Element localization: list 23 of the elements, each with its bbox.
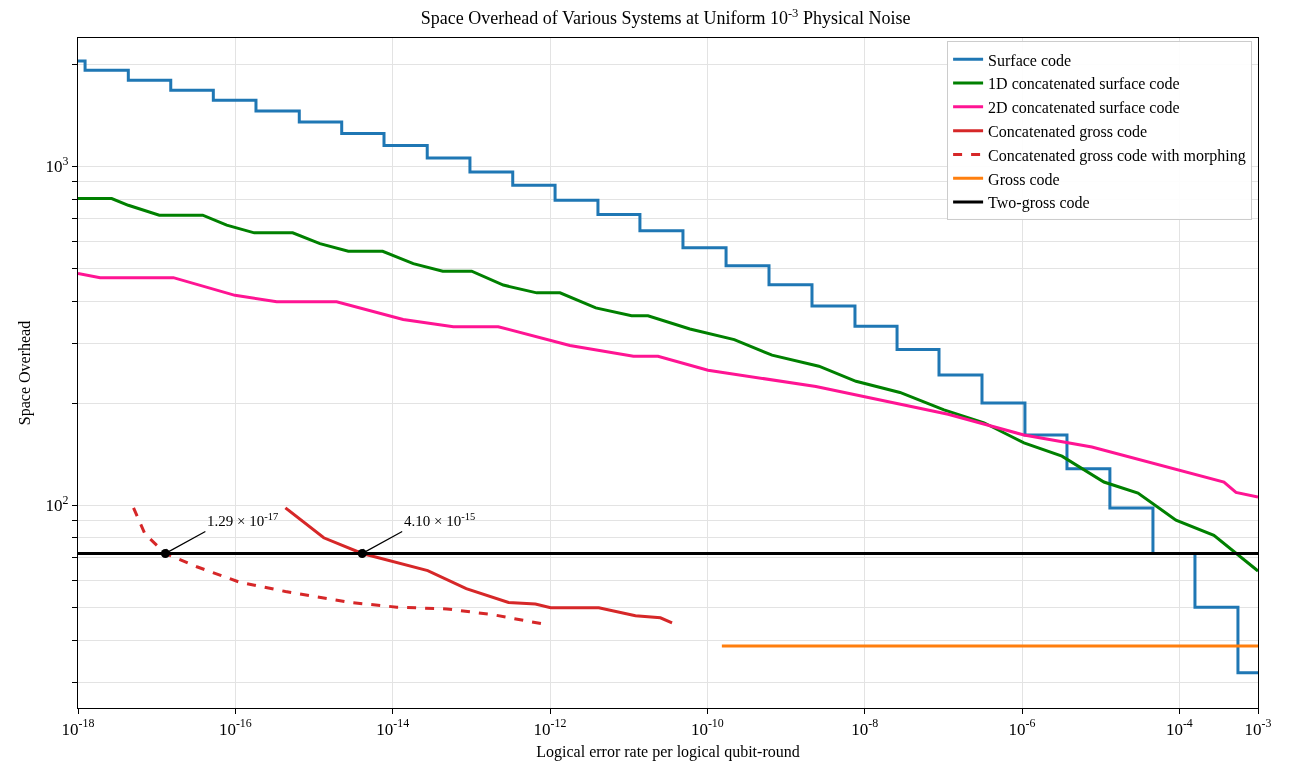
x-tick-label: 10$^{-8}$ — [851, 716, 879, 739]
annotation: 4.10 × 10$^{-15}$ — [404, 511, 476, 530]
legend-label: 1D concatenated surface code — [988, 75, 1180, 93]
legend-label: Concatenated gross code — [988, 122, 1148, 141]
x-tick-label: 10$^{-3}$ — [1244, 716, 1272, 739]
chart-title: Space Overhead of Various Systems at Uniform 10$^{-3}$ Physical Noise — [420, 5, 911, 29]
y-axis-title: Space Overhead — [16, 320, 35, 426]
legend-label: 2D concatenated surface code — [988, 99, 1180, 117]
annotation: 1.29 × 10$^{-17}$ — [207, 511, 279, 530]
y-tick-label: 10$^{3}$ — [45, 154, 69, 177]
legend-label: Two-gross code — [988, 194, 1090, 213]
x-tick-label: 10$^{-14}$ — [376, 716, 410, 739]
x-tick-label: 10$^{-4}$ — [1165, 716, 1193, 739]
legend-label: Surface code — [988, 51, 1072, 69]
x-axis-title: Logical error rate per logical qubit-round — [536, 743, 800, 762]
legend-label: Concatenated gross code with morphing — [988, 146, 1246, 165]
x-tick-label: 10$^{-10}$ — [690, 716, 724, 739]
x-tick-label: 10$^{-16}$ — [218, 716, 252, 739]
x-tick-label: 10$^{-12}$ — [533, 716, 567, 739]
x-tick-label: 10$^{-6}$ — [1008, 716, 1036, 739]
legend-label: Gross code — [988, 170, 1060, 188]
y-tick-label: 10$^{2}$ — [45, 492, 69, 516]
x-tick-label: 10$^{-18}$ — [61, 716, 95, 739]
